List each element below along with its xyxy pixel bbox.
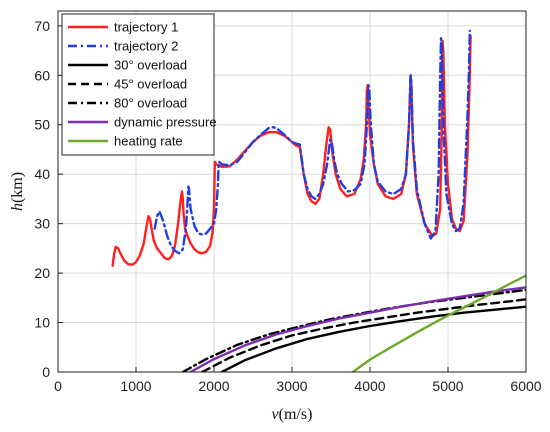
- legend-label: 80° overload: [114, 96, 187, 111]
- y-tick-label: 10: [34, 315, 50, 331]
- legend-label: trajectory 1: [114, 20, 178, 35]
- x-tick-label: 1000: [120, 378, 151, 394]
- series-line-3: [220, 305, 526, 372]
- legend-label: heating rate: [114, 134, 183, 149]
- series-line-4: [201, 298, 526, 372]
- y-tick-label: 60: [34, 67, 50, 83]
- legend-label: 30° overload: [114, 58, 187, 73]
- y-tick-label: 0: [42, 364, 50, 380]
- series-layer: [111, 29, 526, 372]
- x-tick-label: 6000: [510, 378, 541, 394]
- y-tick-label: 30: [34, 216, 50, 232]
- legend-label: dynamic pressure: [114, 115, 217, 130]
- series-line-7: [351, 274, 526, 372]
- series-line-2: [153, 29, 471, 255]
- series-line-6: [189, 286, 526, 372]
- x-axis-label: v(m/s): [272, 406, 313, 423]
- y-axis-label: h(km): [9, 172, 26, 211]
- x-tick-label: 2000: [198, 378, 229, 394]
- x-tick-label: 4000: [354, 378, 385, 394]
- y-tick-label: 20: [34, 265, 50, 281]
- x-tick-label: 0: [54, 378, 62, 394]
- legend-label: trajectory 2: [114, 39, 178, 54]
- ticks: 0 1000 2000 3000 4000 5000 6000 0 10 20 30 40 50 60 70: [34, 18, 541, 394]
- y-tick-label: 40: [34, 166, 50, 182]
- y-tick-label: 50: [34, 117, 50, 133]
- x-tick-label: 5000: [432, 378, 463, 394]
- y-tick-label: 70: [34, 18, 50, 34]
- legend-label: 45° overload: [114, 77, 187, 92]
- legend: trajectory 1 trajectory 2 30° overload 45° …: [61, 13, 217, 156]
- x-tick-label: 3000: [276, 378, 307, 394]
